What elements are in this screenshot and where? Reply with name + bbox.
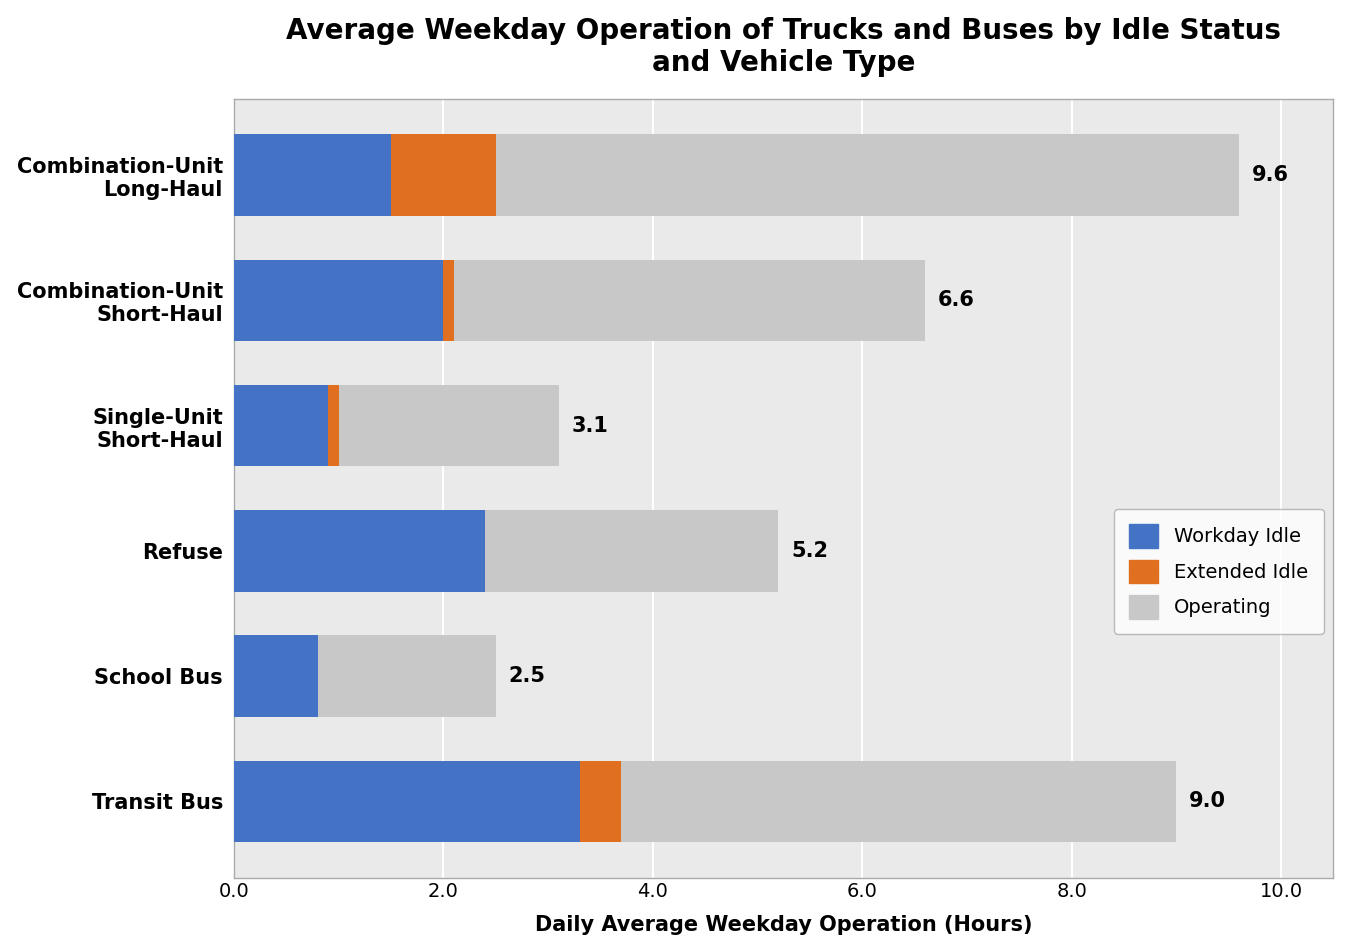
Bar xyxy=(317,635,495,717)
Bar xyxy=(234,260,443,341)
Bar xyxy=(454,260,925,341)
Legend: Workday Idle, Extended Idle, Operating: Workday Idle, Extended Idle, Operating xyxy=(1114,508,1323,634)
Bar xyxy=(443,260,454,341)
Text: 2.5: 2.5 xyxy=(509,666,545,686)
Text: 9.6: 9.6 xyxy=(1251,165,1289,185)
Bar xyxy=(495,134,1239,216)
Text: 3.1: 3.1 xyxy=(571,416,608,436)
Bar xyxy=(234,385,328,466)
Bar xyxy=(328,385,339,466)
Bar xyxy=(234,761,579,843)
Text: 6.6: 6.6 xyxy=(938,290,975,310)
Title: Average Weekday Operation of Trucks and Buses by Idle Status
and Vehicle Type: Average Weekday Operation of Trucks and … xyxy=(286,17,1281,77)
X-axis label: Daily Average Weekday Operation (Hours): Daily Average Weekday Operation (Hours) xyxy=(535,915,1033,935)
Bar xyxy=(234,134,392,216)
Bar xyxy=(234,510,485,591)
Text: 9.0: 9.0 xyxy=(1189,791,1226,811)
Bar xyxy=(234,635,317,717)
Text: 5.2: 5.2 xyxy=(791,541,828,561)
Bar xyxy=(392,134,495,216)
Bar xyxy=(339,385,559,466)
Bar xyxy=(621,761,1176,843)
Bar xyxy=(579,761,621,843)
Bar xyxy=(485,510,779,591)
